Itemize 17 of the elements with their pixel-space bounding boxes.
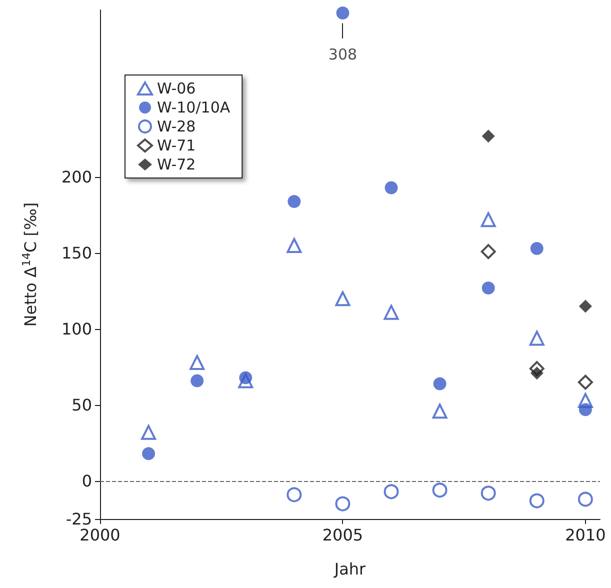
legend-label: W-10/10A — [157, 98, 231, 116]
x-tick-label: 2005 — [322, 526, 364, 544]
y-axis-title: Netto Δ14C [‰] — [20, 202, 40, 327]
y-tick-label: 200 — [61, 168, 92, 187]
x-axis-title: Jahr — [333, 560, 366, 578]
y-tick-label: -25 — [66, 510, 92, 528]
legend-label: W-28 — [157, 118, 196, 136]
legend-label: W-72 — [157, 156, 196, 174]
annotation: 308 — [328, 46, 358, 64]
legend-label: W-71 — [157, 136, 196, 154]
x-tick-label: 2010 — [565, 526, 606, 544]
y-tick-label: 150 — [61, 244, 92, 263]
legend-label: W-06 — [157, 80, 196, 98]
y-tick-label: 100 — [61, 320, 92, 339]
x-tick-label: 2000 — [80, 526, 120, 544]
y-tick-label: 0 — [82, 472, 92, 491]
y-tick-label: 50 — [72, 396, 92, 415]
